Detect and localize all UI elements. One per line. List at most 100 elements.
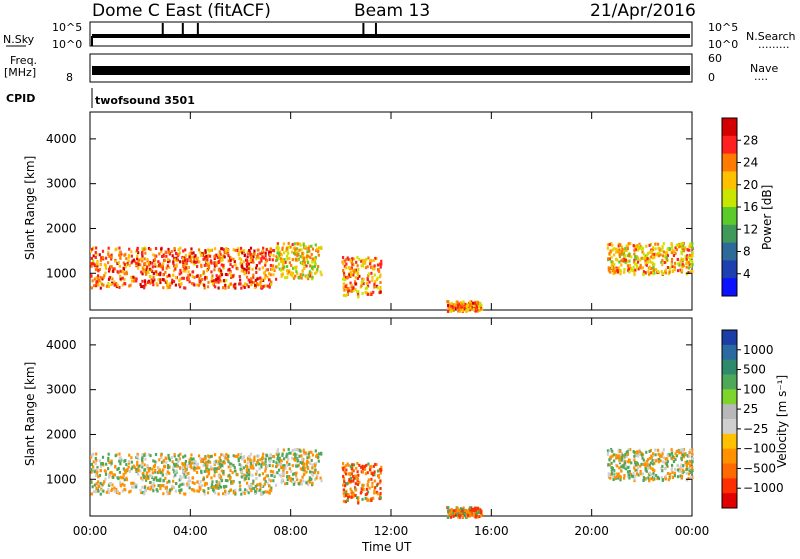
power-cell: [187, 270, 190, 274]
power-cell: [264, 254, 267, 258]
power-cell: [131, 259, 134, 263]
power-cell: [363, 261, 367, 265]
velocity-cell: [96, 465, 99, 469]
velocity-cell: [649, 448, 652, 452]
velocity-cell: [345, 468, 348, 472]
power-cell: [217, 268, 220, 272]
velocity-cell: [300, 482, 303, 486]
velocity-cell: [673, 456, 676, 460]
power-cell: [468, 300, 472, 304]
velocity-cell: [687, 461, 690, 465]
power-cell: [687, 271, 690, 275]
velocity-cell: [620, 458, 623, 462]
velocity-cell: [619, 450, 622, 454]
power-cell: [664, 260, 668, 264]
velocity-cell: [634, 454, 637, 458]
power-cell: [667, 272, 670, 276]
velocity-cell: [254, 489, 257, 493]
power-cell: [378, 291, 381, 295]
velocity-cell: [238, 463, 241, 467]
velocity-cell: [247, 477, 250, 481]
velocity-cell: [687, 467, 690, 471]
velocity-cell: [132, 481, 135, 485]
velocity-cell: [282, 469, 285, 473]
power-cell: [345, 258, 348, 262]
velocity-cell: [222, 469, 225, 473]
power-cell: [209, 254, 212, 258]
velocity-cell: [346, 482, 349, 486]
velocity-cell: [158, 468, 162, 472]
power-cell: [206, 254, 209, 258]
velocity-cell: [646, 459, 649, 463]
velocity-cell: [94, 474, 98, 478]
velocity-cell: [292, 452, 295, 456]
velocity-cell: [351, 491, 354, 495]
power-cell: [306, 250, 309, 254]
power-cell: [685, 272, 689, 276]
velocity-cell: [611, 474, 615, 478]
velocity-cell: [204, 456, 207, 460]
power-cell: [255, 270, 258, 274]
velocity-cell: [352, 475, 355, 479]
power-cell: [97, 278, 101, 282]
velocity-cell: [196, 489, 199, 493]
velocity-cell: [299, 449, 302, 453]
power-cell: [635, 262, 638, 266]
power-cell: [167, 260, 170, 264]
power-cell: [197, 248, 201, 252]
velocity-cell: [128, 453, 131, 457]
velocity-cell: [315, 453, 319, 457]
velocity-cell: [286, 463, 289, 467]
power-cell: [149, 274, 152, 278]
power-cell: [308, 272, 312, 276]
power-cell: [308, 270, 311, 274]
velocity-cell: [128, 469, 131, 473]
velocity-cell: [216, 461, 219, 465]
velocity-cell: [265, 465, 269, 469]
velocity-cell: [204, 455, 207, 459]
velocity-cell: [196, 471, 199, 475]
velocity-cell: [239, 484, 242, 488]
power-cell: [130, 279, 134, 283]
velocity-cell: [366, 471, 369, 475]
velocity-cell: [118, 452, 121, 456]
velocity-cell: [203, 492, 206, 496]
velocity-cell: [356, 470, 359, 474]
velocity-cell: [153, 463, 157, 467]
velocity-cell: [292, 457, 296, 461]
power-cell: [91, 279, 94, 283]
velocity-cell: [295, 453, 299, 457]
velocity-cell: [379, 494, 382, 498]
velocity-cell: [652, 462, 655, 466]
power-cell: [349, 270, 352, 274]
velocity-cell: [162, 484, 165, 488]
power-cell: [620, 245, 623, 249]
power-cell: [300, 248, 303, 252]
power-cell: [295, 258, 298, 262]
velocity-cell: [119, 483, 122, 487]
time-axis-ticks: 00:00 04:00 08:00 12:00 16:00 20:00 00:00: [73, 112, 709, 538]
velocity-cell: [193, 468, 196, 472]
velocity-cell: [676, 468, 680, 472]
velocity-cell: [249, 458, 252, 462]
velocity-cell: [676, 463, 680, 467]
power-cell: [198, 280, 201, 284]
power-cell: [158, 252, 161, 256]
velocity-cell: [278, 460, 281, 464]
velocity-cell: [188, 461, 191, 465]
velocity-cell: [182, 475, 185, 479]
power-cell: [141, 259, 144, 263]
velocity-cell: [145, 474, 148, 478]
velocity-cell: [656, 475, 660, 479]
power-cell: [459, 301, 463, 305]
power-cell: [299, 261, 302, 265]
velocity-cell: [296, 457, 299, 461]
power-cell: [343, 274, 346, 278]
power-cell: [293, 266, 296, 270]
velocity-cell: [198, 482, 201, 486]
power-cell: [317, 265, 320, 269]
velocity-cell: [651, 458, 654, 462]
velocity-cell: [144, 457, 147, 461]
velocity-cell: [271, 470, 275, 474]
